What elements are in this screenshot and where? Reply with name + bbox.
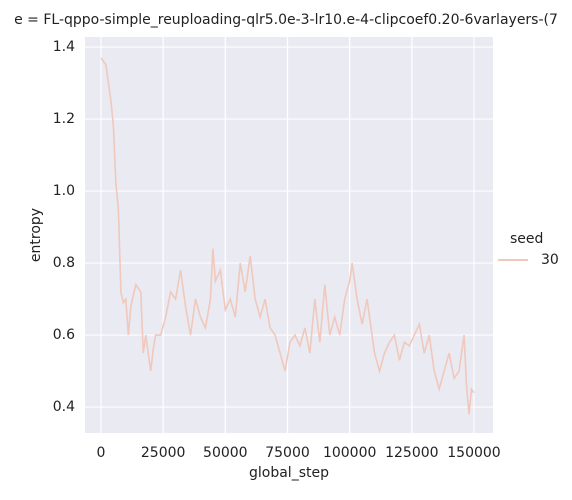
x-axis-label: global_step (249, 465, 329, 481)
y-axis-label: entropy (28, 208, 44, 262)
y-tick-label: 1.2 (53, 111, 75, 127)
legend-title: seed (510, 231, 543, 247)
y-tick-label: 0.6 (53, 327, 75, 343)
x-tick-label: 100000 (323, 445, 376, 461)
legend-label: 30 (541, 252, 559, 268)
plot-background (85, 37, 493, 433)
series-line (100, 57, 475, 415)
x-tick-label: 125000 (385, 445, 438, 461)
x-tick-label: 75000 (265, 445, 310, 461)
y-tick-label: 0.8 (53, 255, 75, 271)
x-tick-label: 50000 (203, 445, 248, 461)
chart-title: e = FL-qppo-simple_reuploading-qlr5.0e-3… (14, 12, 558, 28)
x-tick-label: 0 (97, 445, 106, 461)
x-tick-label: 150000 (447, 445, 500, 461)
y-tick-label: 1.4 (53, 39, 75, 55)
x-tick-label: 25000 (141, 445, 186, 461)
y-tick-label: 1.0 (53, 183, 75, 199)
y-tick-label: 0.4 (53, 399, 75, 415)
